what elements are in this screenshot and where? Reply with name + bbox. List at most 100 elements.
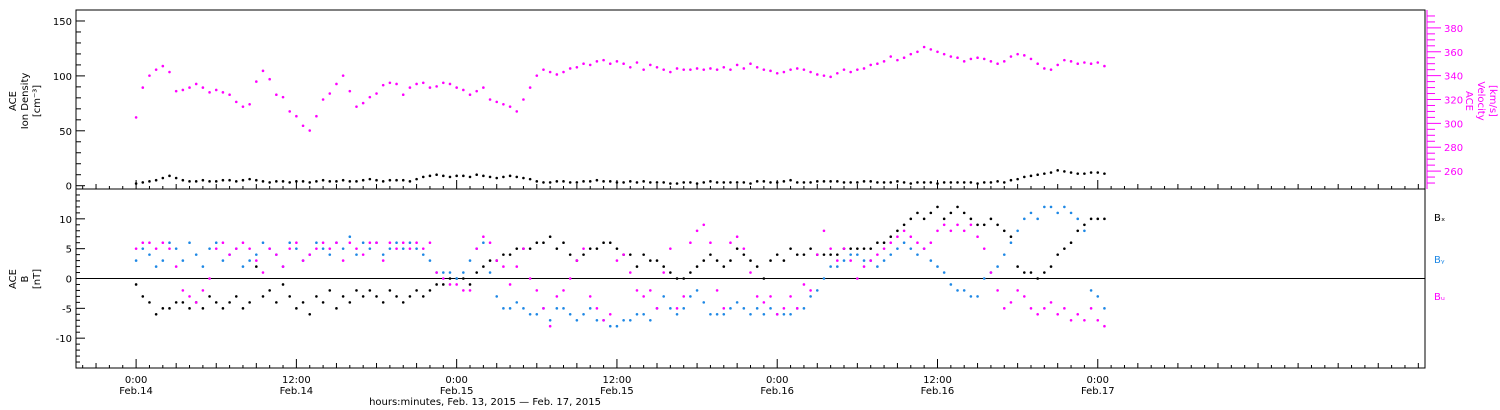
velocity-point	[829, 75, 832, 79]
b-point	[936, 265, 939, 268]
b-point	[495, 295, 499, 298]
b-point	[695, 265, 699, 268]
density-point	[421, 175, 425, 179]
b-point	[248, 301, 251, 304]
velocity-point	[495, 100, 499, 104]
density-point	[1089, 171, 1093, 174]
density-point	[562, 180, 565, 183]
b-point	[168, 247, 171, 250]
b-point	[602, 241, 605, 244]
b-point	[468, 259, 472, 262]
density-point	[849, 181, 852, 184]
velocity-point	[709, 67, 712, 70]
b-point	[902, 241, 906, 244]
velocity-point	[421, 81, 425, 85]
density-point	[181, 178, 185, 182]
density-point	[462, 174, 465, 178]
b-point	[381, 259, 385, 262]
density-point	[902, 181, 906, 184]
b-point	[689, 271, 692, 274]
b-ylabel-line1: ACE	[8, 269, 19, 289]
density-point	[702, 181, 706, 184]
density-point	[815, 180, 819, 183]
density-point	[381, 180, 385, 183]
b-point	[602, 318, 605, 322]
density-point	[241, 178, 245, 182]
density-point	[762, 180, 766, 183]
b-point	[889, 253, 893, 256]
b-point	[729, 259, 732, 262]
top-panel-frame	[75, 9, 1426, 190]
b-point	[568, 253, 572, 256]
density-point	[401, 178, 405, 182]
velocity-point	[976, 56, 979, 60]
density-point	[335, 180, 338, 183]
density-point	[1049, 171, 1053, 174]
density-point	[415, 177, 418, 181]
velocity-point	[996, 62, 999, 65]
velocity-point	[769, 69, 772, 73]
b-point	[535, 289, 539, 292]
velocity-point	[755, 65, 759, 69]
density-point	[575, 181, 579, 184]
b-series-0	[134, 205, 1106, 316]
b-point	[528, 247, 532, 250]
b-point	[1016, 289, 1019, 292]
velocity-point	[1103, 64, 1106, 68]
b-point	[695, 289, 699, 292]
velocity-tick-label: 360	[1444, 48, 1463, 59]
b-point	[482, 265, 485, 268]
density-point	[1029, 174, 1033, 178]
b-point	[815, 253, 819, 256]
b-point	[455, 283, 458, 286]
b-point	[462, 277, 465, 280]
b-point	[689, 295, 692, 298]
b-point	[161, 307, 165, 310]
density-point	[982, 181, 986, 184]
density-point	[635, 181, 639, 184]
velocity-point	[715, 68, 719, 71]
density-point	[515, 175, 519, 179]
density-point	[655, 181, 659, 184]
velocity-point	[355, 105, 358, 108]
density-point	[361, 178, 365, 182]
b-point	[368, 241, 372, 244]
b-point	[542, 241, 545, 244]
b-point	[321, 301, 325, 304]
b-point	[775, 253, 779, 256]
b-point	[161, 241, 165, 244]
b-point	[769, 259, 772, 262]
velocity-point	[842, 68, 846, 71]
density-point	[355, 180, 358, 183]
velocity-point	[281, 95, 285, 99]
density-series	[134, 169, 1106, 185]
b-point	[809, 247, 812, 250]
b-point	[922, 217, 926, 221]
density-point	[989, 181, 993, 184]
velocity-point	[916, 50, 919, 54]
velocity-point	[335, 82, 338, 86]
b-point	[188, 295, 191, 298]
b-point	[488, 259, 492, 262]
velocity-point	[1049, 68, 1053, 71]
b-point	[849, 253, 852, 256]
series-label-bx: Bₓ	[1434, 213, 1445, 224]
velocity-point	[488, 98, 492, 101]
density-point	[528, 177, 532, 181]
b-point	[1076, 229, 1080, 233]
b-point	[916, 211, 919, 215]
b-point	[829, 253, 832, 256]
density-point	[475, 173, 478, 177]
b-point	[462, 289, 465, 292]
density-point	[288, 181, 292, 184]
velocity-point	[869, 63, 873, 67]
b-point	[916, 253, 919, 256]
b-point	[401, 301, 405, 304]
b-point	[168, 307, 171, 310]
density-point	[909, 182, 913, 185]
density-velocity-panel: 0 50 100 150 260 280 300 320 340 360 380	[53, 9, 1463, 193]
b-point	[842, 259, 846, 262]
b-point	[468, 283, 472, 286]
b-point	[562, 307, 565, 310]
x-tick-time: 12:00	[923, 375, 952, 386]
